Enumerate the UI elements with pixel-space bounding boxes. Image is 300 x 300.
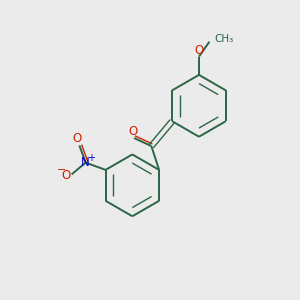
Text: −: − [57,165,66,175]
Text: O: O [61,169,70,182]
Text: +: + [88,153,95,163]
Text: CH₃: CH₃ [215,34,234,44]
Text: O: O [129,125,138,138]
Text: N: N [81,156,90,169]
Text: O: O [194,44,204,57]
Text: O: O [72,133,82,146]
